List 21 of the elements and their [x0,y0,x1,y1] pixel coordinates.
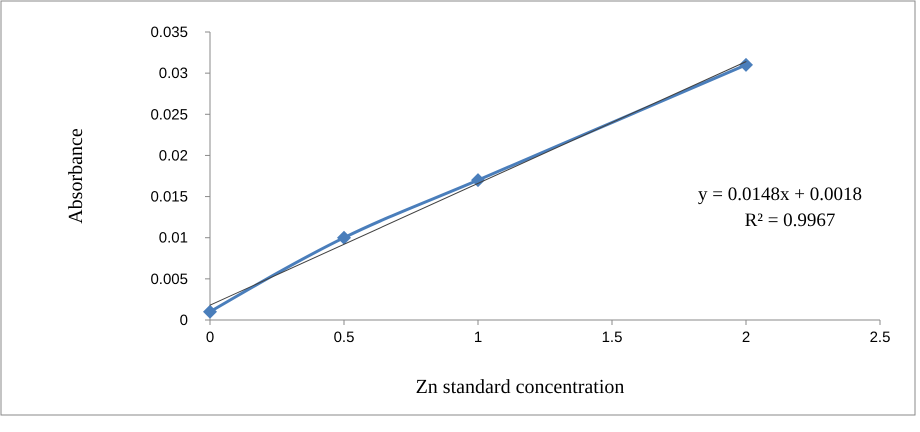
annotation: y = 0.0148x + 0.0018 [698,184,862,205]
y-tick-label: 0.01 [158,230,188,247]
x-tick-label: 0 [206,329,214,346]
x-tick-label: 1.5 [602,329,622,346]
x-tick-label: 2.5 [870,329,890,346]
point [739,58,753,72]
x-axis-title: Zn standard concentration [416,376,624,398]
annotation: R² = 0.9967 [744,210,836,231]
point [337,230,351,245]
point [203,304,217,319]
x-tick-label: 1 [474,329,482,346]
y-tick-label: 0 [180,312,188,329]
x-tick-label: 0.5 [334,329,354,346]
y-tick-label: 0.035 [150,24,188,41]
y-tick-label: 0.03 [158,65,188,82]
y-axis-title: Absorbance [65,128,87,224]
y-tick-label: 0.005 [150,270,188,288]
y-tick-label: 0.02 [158,147,188,164]
y-tick-label: 0.025 [150,106,188,124]
y-tick-label: 0.015 [150,188,188,206]
x-tick-label: 2 [742,329,750,346]
